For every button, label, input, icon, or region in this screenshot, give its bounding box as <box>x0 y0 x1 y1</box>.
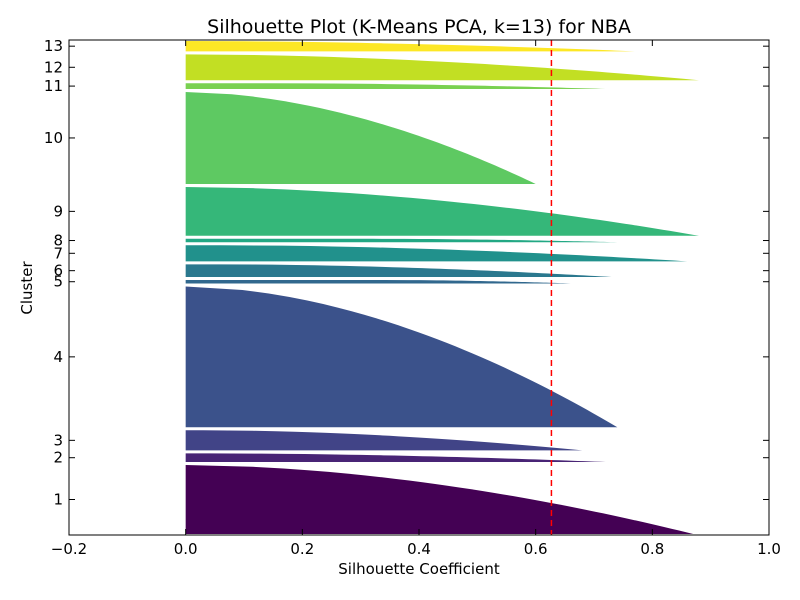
silhouette-bars <box>185 41 699 534</box>
y-tick-label: 3 <box>53 431 63 449</box>
cluster-4-silhouette <box>185 286 618 428</box>
cluster-5-silhouette <box>185 279 571 284</box>
cluster-7-silhouette <box>185 245 688 262</box>
cluster-9-silhouette <box>185 186 699 236</box>
cluster-8-silhouette <box>185 238 618 243</box>
chart-title: Silhouette Plot (K-Means PCA, k=13) for … <box>207 16 631 38</box>
x-tick-label: 1.0 <box>757 540 781 558</box>
cluster-13-silhouette <box>185 41 635 52</box>
y-axis-label: Cluster <box>18 261 36 315</box>
cluster-1-silhouette <box>185 465 694 534</box>
y-tick-label: 2 <box>53 449 63 467</box>
x-axis-ticks: −0.2 0.0 0.2 0.4 0.6 0.8 1.0 <box>51 40 781 558</box>
cluster-3-silhouette <box>185 430 583 451</box>
x-tick-label: 0.2 <box>290 540 314 558</box>
x-tick-label: 0.6 <box>524 540 548 558</box>
y-tick-label: 6 <box>53 262 63 280</box>
x-axis-label: Silhouette Coefficient <box>338 560 500 578</box>
y-tick-label: 12 <box>44 58 63 76</box>
y-tick-label: 9 <box>53 202 63 220</box>
cluster-10-silhouette <box>185 91 536 184</box>
y-tick-label: 7 <box>53 244 63 262</box>
y-tick-label: 10 <box>44 129 63 147</box>
y-tick-label: 5 <box>53 273 63 291</box>
x-tick-label: −0.2 <box>51 540 87 558</box>
cluster-12-silhouette <box>185 54 699 81</box>
x-tick-label: 0.8 <box>640 540 664 558</box>
y-tick-label: 4 <box>53 348 63 366</box>
cluster-2-silhouette <box>185 453 606 463</box>
y-tick-label: 1 <box>53 491 63 509</box>
x-tick-label: 0.4 <box>407 540 431 558</box>
cluster-11-silhouette <box>185 83 606 89</box>
y-tick-label: 11 <box>44 77 63 95</box>
cluster-6-silhouette <box>185 264 612 277</box>
y-tick-label: 13 <box>44 37 63 55</box>
x-tick-label: 0.0 <box>174 540 198 558</box>
y-tick-label: 8 <box>53 232 63 250</box>
